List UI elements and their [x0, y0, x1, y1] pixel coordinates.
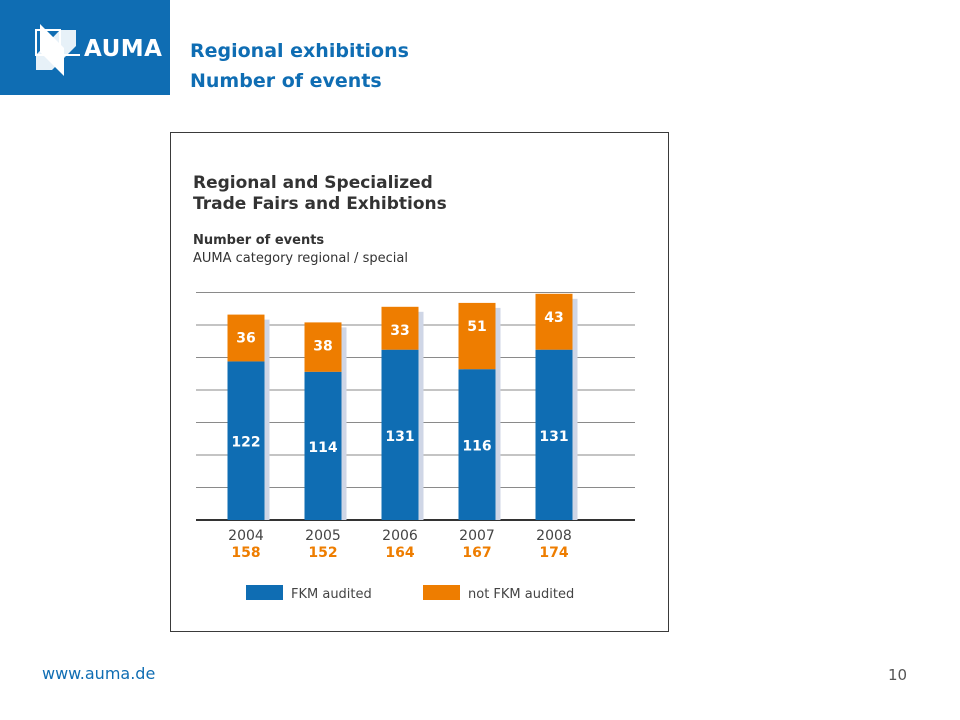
page-title-line1: Regional exhibitions	[190, 40, 409, 62]
legend-label-1: not FKM audited	[468, 587, 574, 602]
auma-logo-mark-icon	[35, 24, 80, 76]
value-label-not-fkm-audited-2005: 38	[313, 338, 332, 354]
total-label-2008: 174	[539, 545, 568, 561]
bar-fkm-audited-2007	[458, 369, 496, 520]
bar-fkm-audited-2006	[381, 349, 419, 520]
stacked-bar-chart: Regional and Specialized Trade Fairs and…	[193, 173, 635, 602]
legend-label-0: FKM audited	[291, 587, 372, 602]
x-tick-label-2004: 2004	[228, 528, 264, 544]
value-label-not-fkm-audited-2007: 51	[467, 319, 486, 335]
total-label-2004: 158	[231, 545, 260, 561]
bar-not-fkm-audited-2004	[227, 314, 265, 362]
x-tick-label-2005: 2005	[305, 528, 341, 544]
bar-not-fkm-audited-2005	[304, 322, 342, 372]
x-tick-label-2008: 2008	[536, 528, 572, 544]
value-label-fkm-audited-2006: 131	[385, 429, 414, 445]
value-label-fkm-audited-2007: 116	[462, 439, 491, 455]
value-label-fkm-audited-2005: 114	[308, 440, 337, 456]
value-label-fkm-audited-2004: 122	[231, 435, 260, 451]
total-label-2006: 164	[385, 545, 414, 561]
value-label-not-fkm-audited-2008: 43	[544, 310, 563, 326]
chart-title-line2: Trade Fairs and Exhibtions	[193, 194, 447, 214]
bar-not-fkm-audited-2008	[535, 293, 573, 350]
bars: 122 36 114 38 131 33 116 51 131 43	[227, 293, 578, 520]
chart-title-line1: Regional and Specialized	[193, 173, 433, 193]
chart-subtitle-line1: Number of events	[193, 233, 324, 248]
legend-swatch-0	[246, 585, 283, 600]
legend-swatch-1	[423, 585, 460, 600]
chart-frame: Regional and Specialized Trade Fairs and…	[170, 132, 669, 632]
legend: FKM audited not FKM audited	[246, 585, 574, 602]
x-tick-label-2007: 2007	[459, 528, 495, 544]
bar-fkm-audited-2005	[304, 371, 342, 520]
page-title-line2: Number of events	[190, 70, 382, 92]
page-title: Regional exhibitions Number of events	[190, 36, 409, 96]
bar-fkm-audited-2008	[535, 349, 573, 520]
value-label-not-fkm-audited-2004: 36	[236, 331, 255, 347]
total-label-2005: 152	[308, 545, 337, 561]
value-label-not-fkm-audited-2006: 33	[390, 323, 409, 339]
value-label-fkm-audited-2008: 131	[539, 429, 568, 445]
logo-text: AUMA	[84, 36, 163, 62]
x-tick-label-2006: 2006	[382, 528, 418, 544]
total-label-2007: 167	[462, 545, 491, 561]
bar-not-fkm-audited-2007	[458, 302, 496, 370]
chart-subtitle-line2: AUMA category regional / special	[193, 251, 408, 266]
footer-url-link[interactable]: www.auma.de	[42, 664, 156, 683]
page-number: 10	[888, 666, 908, 684]
auma-logo: AUMA	[0, 0, 170, 95]
bar-not-fkm-audited-2006	[381, 306, 419, 350]
bar-fkm-audited-2004	[227, 361, 265, 520]
